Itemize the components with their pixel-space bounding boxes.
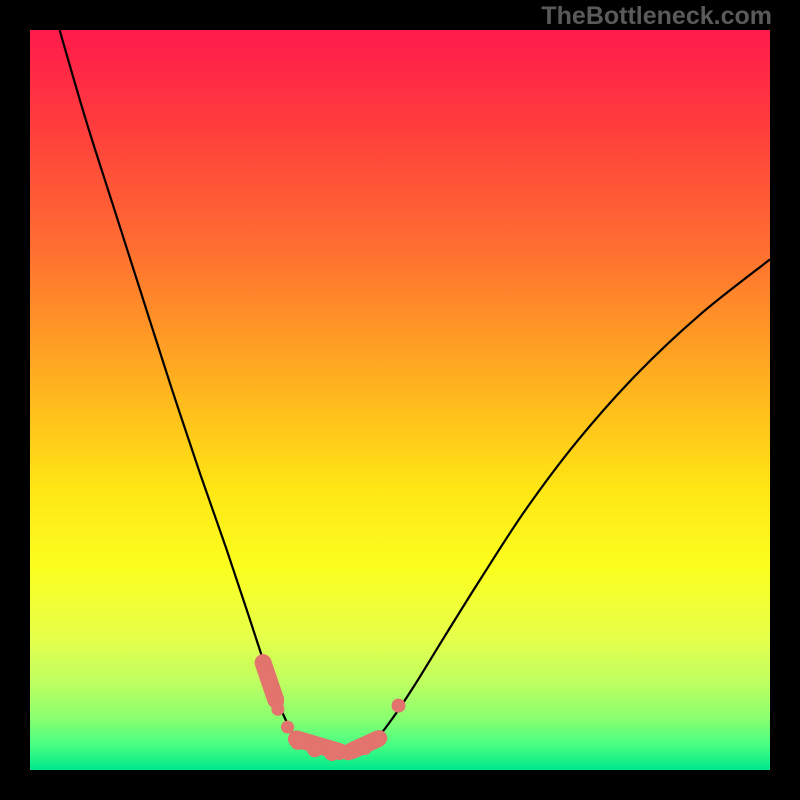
marker-dot (307, 741, 323, 757)
marker-dot (356, 739, 372, 755)
marker-dot (271, 703, 284, 716)
marker-segment (263, 663, 276, 700)
marker-dot (324, 745, 340, 761)
chart-frame: TheBottleneck.com (0, 0, 800, 800)
marker-dot (281, 721, 294, 734)
gradient-background (30, 30, 770, 770)
marker-dot (257, 654, 270, 667)
marker-dot (340, 744, 356, 760)
marker-dot (392, 699, 406, 713)
marker-dot (290, 734, 306, 750)
chart-canvas (0, 0, 800, 800)
watermark-text: TheBottleneck.com (541, 2, 772, 31)
marker-dot (371, 730, 387, 746)
